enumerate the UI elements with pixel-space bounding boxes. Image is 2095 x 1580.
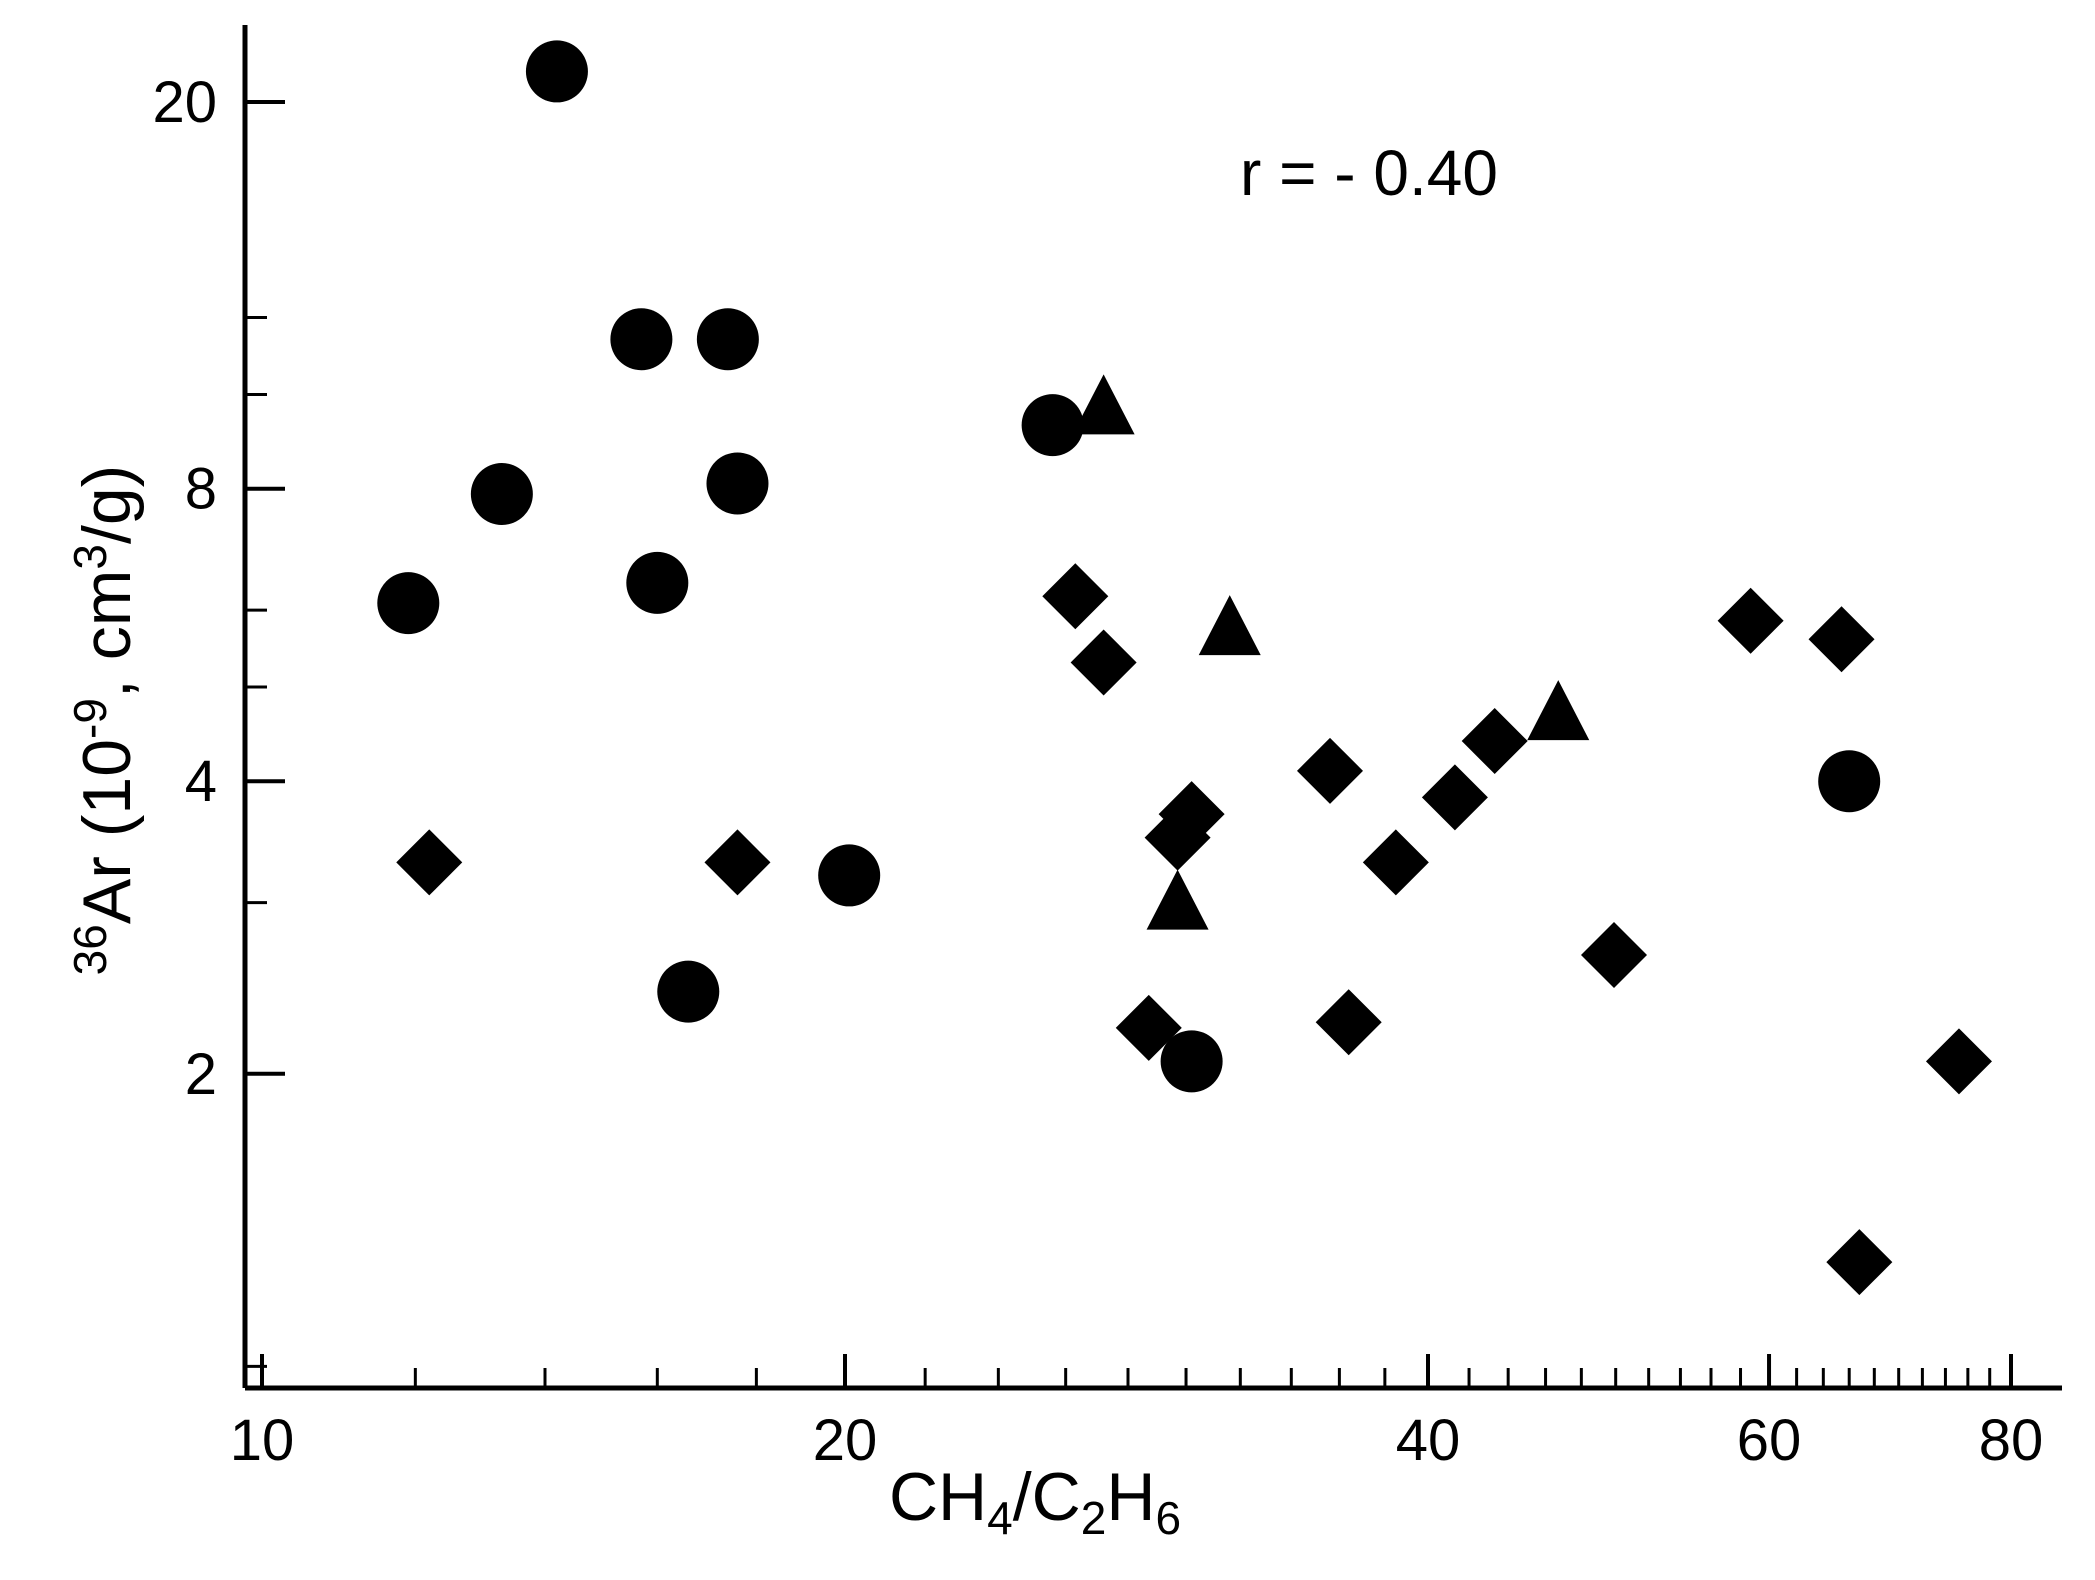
y-axis-title-superscript: 3 (64, 544, 116, 570)
x-axis-title-subscript: 4 (987, 1492, 1013, 1544)
x-tick-label: 10 (230, 1408, 295, 1473)
ticks (245, 99, 2014, 1388)
x-tick-label: 40 (1396, 1408, 1461, 1473)
circle-marker (1021, 394, 1084, 457)
y-axis-title-superscript: 36 (64, 924, 116, 975)
circle-marker (1160, 1030, 1223, 1093)
x-axis-title-part: H (1106, 1459, 1155, 1535)
y-tick-label: 4 (185, 749, 217, 814)
diamond-marker (1808, 606, 1875, 673)
x-axis-title-subscript: 6 (1155, 1492, 1181, 1544)
diamond-marker (704, 829, 771, 896)
correlation-annotation: r = - 0.40 (1240, 137, 1498, 209)
x-axis-title: CH4/C2H6 (889, 1459, 1181, 1544)
x-tick-label: 80 (1979, 1408, 2044, 1473)
y-tick-label: 20 (152, 70, 217, 135)
triangle-marker (1527, 680, 1590, 741)
y-axis-title-part: Ar (10 (69, 739, 145, 924)
diamond-marker (1362, 829, 1429, 896)
diamond-marker (1421, 764, 1488, 831)
diamond-marker (1581, 922, 1648, 989)
y-axis-title: 36Ar (10-9, cm3/g) (64, 465, 145, 976)
tick-labels: 10 20 40 60 80 2 4 8 20 (152, 70, 2043, 1473)
diamond-marker (1296, 737, 1363, 804)
circle-marker (610, 308, 673, 371)
circle-marker (657, 960, 720, 1023)
circle-marker (1818, 750, 1881, 813)
y-tick-label: 8 (185, 457, 217, 522)
diamond-marker (1042, 563, 1109, 630)
x-tick-label: 20 (813, 1408, 878, 1473)
diamond-marker (1717, 587, 1784, 654)
diamond-marker (1158, 781, 1225, 848)
x-axis-title-part: /C (1013, 1459, 1081, 1535)
x-axis-title-subscript: 2 (1081, 1492, 1107, 1544)
diamond-marker (1461, 708, 1528, 775)
circle-marker (525, 40, 588, 103)
circle-marker (706, 452, 769, 515)
x-axis-title-part: CH (889, 1459, 987, 1535)
y-axis-title-superscript: -9 (64, 698, 116, 739)
circle-marker (470, 462, 533, 525)
axes (242, 25, 2062, 1391)
data-markers (377, 40, 1992, 1296)
diamond-marker (1315, 989, 1382, 1056)
triangle-marker (1146, 869, 1209, 930)
triangle-marker (1072, 374, 1135, 435)
diamond-marker (1115, 994, 1182, 1061)
circle-marker (377, 572, 440, 635)
y-tick-label: 2 (185, 1042, 217, 1107)
y-axis-title-part: , cm (69, 570, 145, 698)
triangle-marker (1198, 595, 1261, 656)
y-axis-title-part: /g) (69, 465, 145, 544)
diamond-marker (1826, 1229, 1893, 1296)
circle-marker (626, 551, 689, 614)
circle-marker (818, 844, 881, 907)
diamond-marker (1070, 629, 1137, 696)
circle-marker (696, 308, 759, 371)
diamond-marker (1925, 1028, 1992, 1095)
diamond-marker (396, 829, 463, 896)
x-tick-label: 60 (1737, 1408, 1802, 1473)
